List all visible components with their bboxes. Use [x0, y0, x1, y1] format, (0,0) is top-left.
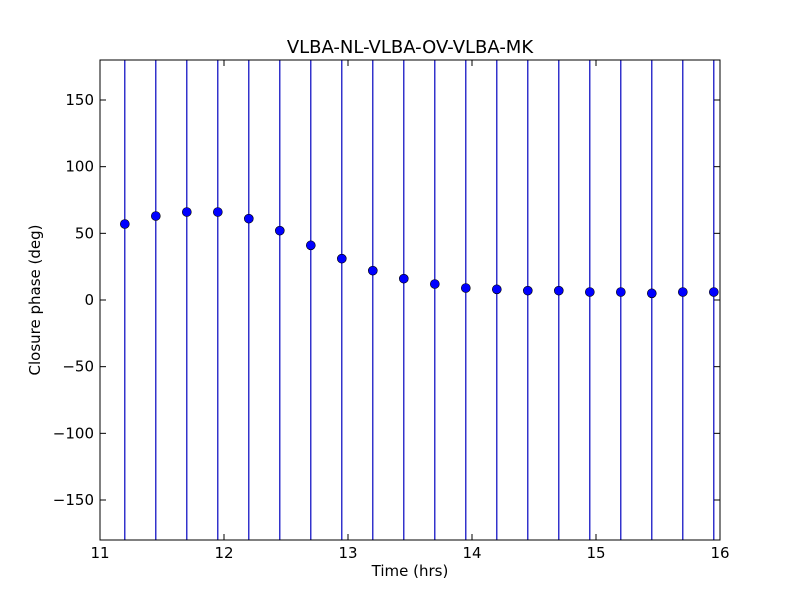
error-bars — [124, 60, 715, 540]
x-tick-label: 11 — [90, 544, 109, 562]
data-point — [553, 285, 564, 296]
y-tick-label: −100 — [53, 424, 94, 442]
data-point — [336, 253, 347, 264]
chart-title: VLBA-NL-VLBA-OV-VLBA-MK — [287, 37, 535, 58]
x-tick-label: 12 — [214, 544, 233, 562]
data-points — [120, 207, 719, 299]
x-axis-ticks: 11 12 13 14 15 16 — [90, 60, 730, 562]
y-tick-label: −150 — [53, 491, 94, 509]
data-point — [151, 211, 161, 221]
data-point — [120, 219, 130, 229]
data-point — [244, 213, 254, 224]
x-tick-label: 14 — [462, 544, 481, 562]
x-tick-label: 16 — [710, 544, 729, 562]
x-tick-label: 15 — [586, 544, 605, 562]
data-point — [677, 287, 688, 297]
data-point — [367, 265, 378, 276]
y-axis-ticks: −150 −100 −50 0 50 100 150 — [53, 91, 720, 509]
y-tick-label: 0 — [84, 291, 94, 309]
data-point — [460, 283, 471, 293]
data-point — [522, 285, 533, 296]
x-tick-label: 13 — [338, 544, 357, 562]
data-point — [491, 284, 502, 295]
x-axis-label: Time (hrs) — [371, 562, 449, 580]
y-tick-label: 100 — [65, 158, 94, 176]
data-point — [213, 207, 223, 217]
data-point — [646, 288, 657, 299]
y-tick-label: 150 — [65, 91, 94, 109]
data-point — [274, 225, 285, 236]
y-axis-label: Closure phase (deg) — [26, 225, 44, 376]
data-point — [584, 287, 595, 297]
data-point — [182, 207, 192, 217]
data-point — [615, 287, 626, 297]
y-tick-label: −50 — [62, 358, 94, 376]
data-point — [305, 240, 316, 251]
data-point — [429, 279, 440, 289]
data-point — [398, 273, 409, 284]
y-tick-label: 50 — [75, 224, 94, 242]
data-point — [708, 287, 719, 297]
